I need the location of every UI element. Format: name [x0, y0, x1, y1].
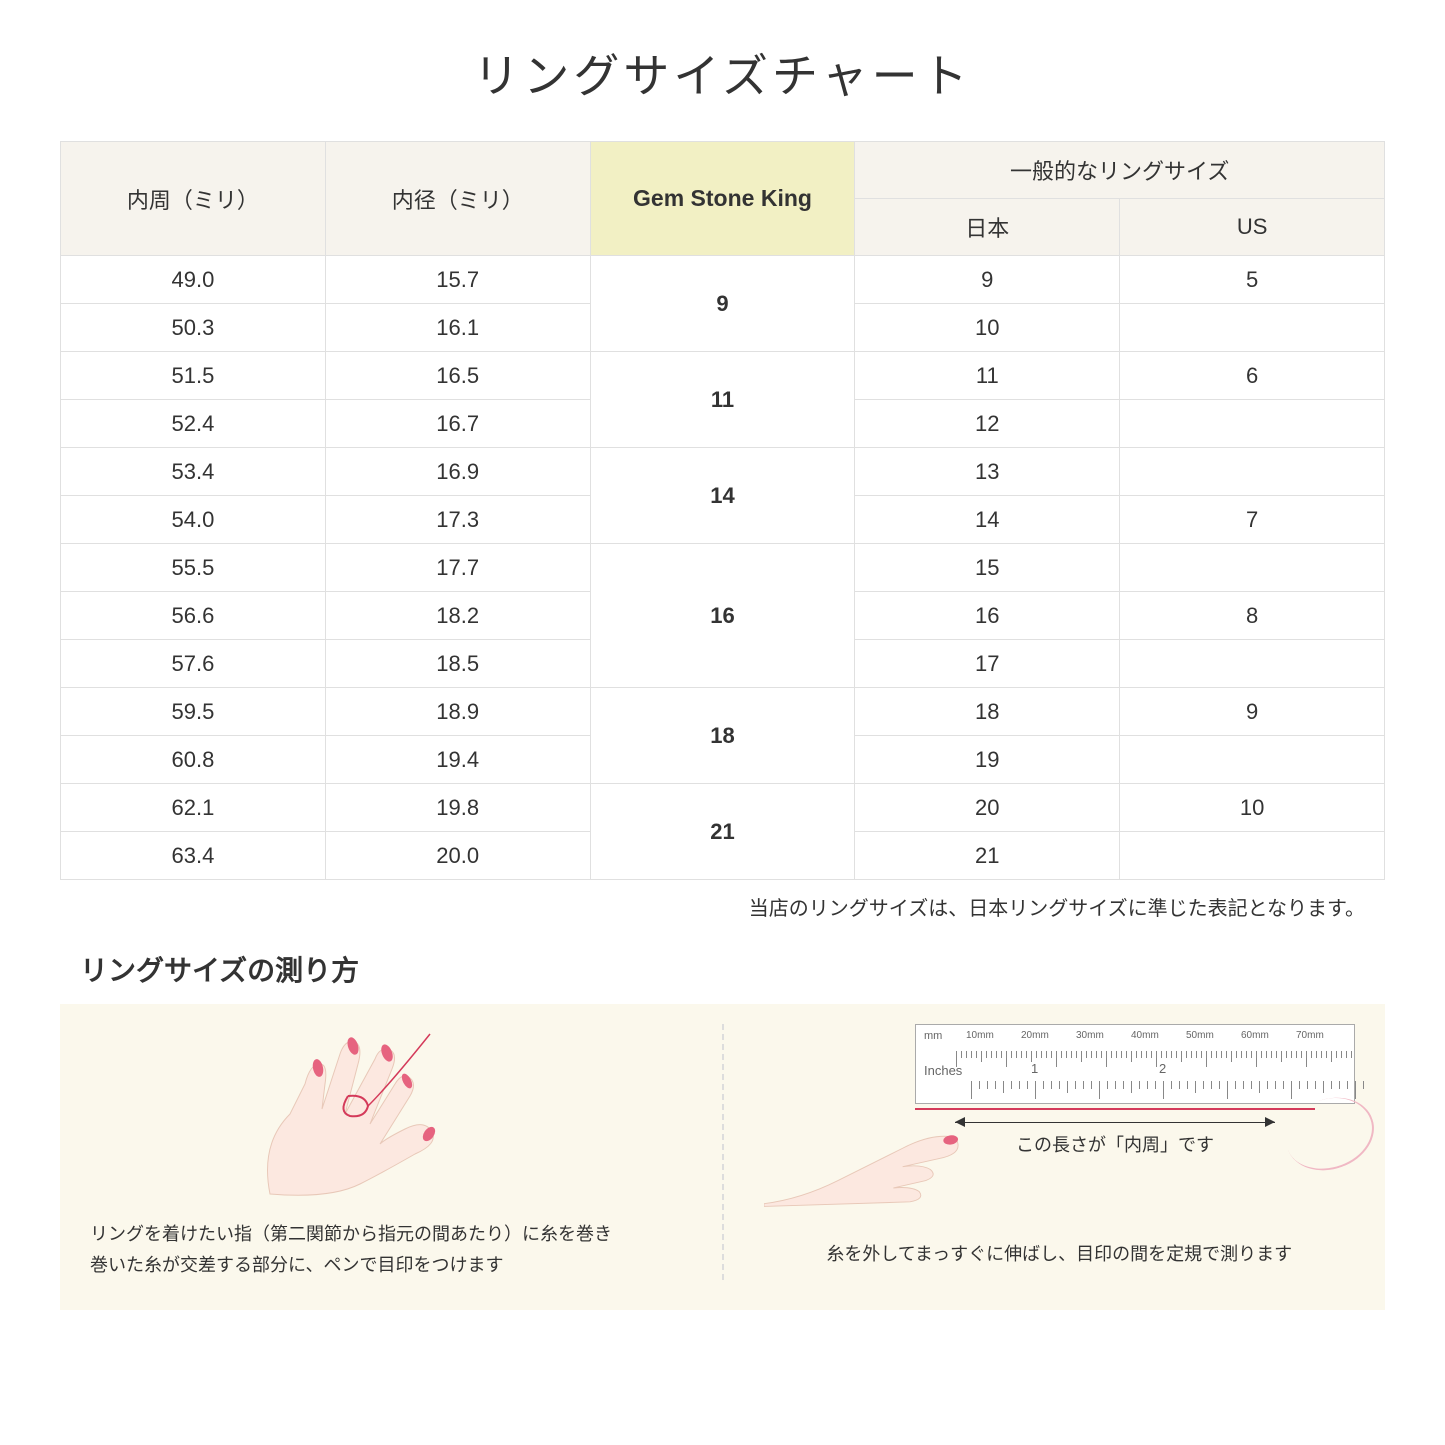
measurement-arrow: この長さが「内周」です [955, 1122, 1275, 1157]
header-common: 一般的なリングサイズ [855, 142, 1385, 199]
ruler-mm-label: 20mm [1021, 1030, 1049, 1041]
cell-jp: 12 [855, 400, 1120, 448]
howto-step2: mm Inches 10mm20mm30mm40mm50mm60mm70mm 1… [764, 1024, 1356, 1280]
ruler-inch-label: 2 [1159, 1061, 1166, 1076]
cell-jp: 15 [855, 544, 1120, 592]
table-row: 59.5 18.91818 9 [61, 688, 1385, 736]
cell-circ: 59.5 [61, 688, 326, 736]
cell-jp: 16 [855, 592, 1120, 640]
cell-jp: 11 [855, 352, 1120, 400]
cell-jp: 19 [855, 736, 1120, 784]
cell-dia: 20.0 [325, 832, 590, 880]
howto-divider [722, 1024, 724, 1280]
cell-jp: 10 [855, 304, 1120, 352]
cell-us [1120, 448, 1385, 496]
table-row: 55.5 17.71615 [61, 544, 1385, 592]
cell-us: 5 [1120, 256, 1385, 304]
cell-dia: 18.5 [325, 640, 590, 688]
cell-dia: 17.7 [325, 544, 590, 592]
size-chart-table: 内周（ミリ） 内径（ミリ） Gem Stone King 一般的なリングサイズ … [60, 141, 1385, 880]
step1-caption: リングを着けたい指（第二関節から指元の間あたり）に糸を巻き 巻いた糸が交差する部… [90, 1219, 682, 1280]
cell-dia: 16.7 [325, 400, 590, 448]
cell-us: 10 [1120, 784, 1385, 832]
cell-circ: 56.6 [61, 592, 326, 640]
cell-us [1120, 544, 1385, 592]
cell-jp: 20 [855, 784, 1120, 832]
table-row: 62.1 19.82120 10 [61, 784, 1385, 832]
header-us: US [1120, 199, 1385, 256]
cell-circ: 52.4 [61, 400, 326, 448]
ruler-mm-label: 10mm [966, 1030, 994, 1041]
cell-us [1120, 832, 1385, 880]
page-title: リングサイズチャート [60, 40, 1385, 106]
cell-gsk: 9 [590, 256, 855, 352]
howto-title: リングサイズの測り方 [60, 949, 1385, 989]
cell-circ: 51.5 [61, 352, 326, 400]
ruler-illustration: mm Inches 10mm20mm30mm40mm50mm60mm70mm 1… [915, 1024, 1355, 1104]
cell-dia: 16.5 [325, 352, 590, 400]
howto-step1: リングを着けたい指（第二関節から指元の間あたり）に糸を巻き 巻いた糸が交差する部… [90, 1024, 682, 1280]
ruler-mm-label: 60mm [1241, 1030, 1269, 1041]
header-gsk: Gem Stone King [590, 142, 855, 256]
cell-dia: 15.7 [325, 256, 590, 304]
cell-jp: 18 [855, 688, 1120, 736]
cell-circ: 63.4 [61, 832, 326, 880]
cell-circ: 62.1 [61, 784, 326, 832]
cell-jp: 21 [855, 832, 1120, 880]
header-circumference: 内周（ミリ） [61, 142, 326, 256]
cell-us: 9 [1120, 688, 1385, 736]
ruler-mm-label: 70mm [1296, 1030, 1324, 1041]
thread-line [915, 1108, 1315, 1110]
cell-dia: 18.2 [325, 592, 590, 640]
cell-gsk: 11 [590, 352, 855, 448]
cell-gsk: 21 [590, 784, 855, 880]
hand-wrap-illustration [230, 1024, 510, 1204]
cell-jp: 14 [855, 496, 1120, 544]
cell-circ: 57.6 [61, 640, 326, 688]
cell-us: 8 [1120, 592, 1385, 640]
cell-dia: 19.8 [325, 784, 590, 832]
table-row: 51.5 16.51111 6 [61, 352, 1385, 400]
cell-dia: 19.4 [325, 736, 590, 784]
cell-circ: 55.5 [61, 544, 326, 592]
cell-jp: 9 [855, 256, 1120, 304]
cell-dia: 18.9 [325, 688, 590, 736]
ruler-inch-label: 1 [1031, 1061, 1038, 1076]
ruler-mm-label: 50mm [1186, 1030, 1214, 1041]
cell-circ: 49.0 [61, 256, 326, 304]
ruler-mm-label: 40mm [1131, 1030, 1159, 1041]
table-row: 53.4 16.91413 [61, 448, 1385, 496]
cell-us [1120, 736, 1385, 784]
howto-panel: リングを着けたい指（第二関節から指元の間あたり）に糸を巻き 巻いた糸が交差する部… [60, 1004, 1385, 1310]
cell-us [1120, 640, 1385, 688]
cell-jp: 13 [855, 448, 1120, 496]
cell-circ: 54.0 [61, 496, 326, 544]
cell-dia: 16.1 [325, 304, 590, 352]
cell-gsk: 16 [590, 544, 855, 688]
step2-caption: 糸を外してまっすぐに伸ばし、目印の間を定規で測ります [764, 1239, 1356, 1270]
cell-us: 7 [1120, 496, 1385, 544]
cell-us: 6 [1120, 352, 1385, 400]
ruler-mm-label: 30mm [1076, 1030, 1104, 1041]
cell-us [1120, 400, 1385, 448]
cell-gsk: 14 [590, 448, 855, 544]
header-japan: 日本 [855, 199, 1120, 256]
chart-note: 当店のリングサイズは、日本リングサイズに準じた表記となります。 [60, 892, 1385, 921]
cell-circ: 53.4 [61, 448, 326, 496]
cell-dia: 17.3 [325, 496, 590, 544]
cell-gsk: 18 [590, 688, 855, 784]
cell-dia: 16.9 [325, 448, 590, 496]
cell-jp: 17 [855, 640, 1120, 688]
cell-circ: 60.8 [61, 736, 326, 784]
cell-us [1120, 304, 1385, 352]
cell-circ: 50.3 [61, 304, 326, 352]
table-row: 49.0 15.799 5 [61, 256, 1385, 304]
header-diameter: 内径（ミリ） [325, 142, 590, 256]
